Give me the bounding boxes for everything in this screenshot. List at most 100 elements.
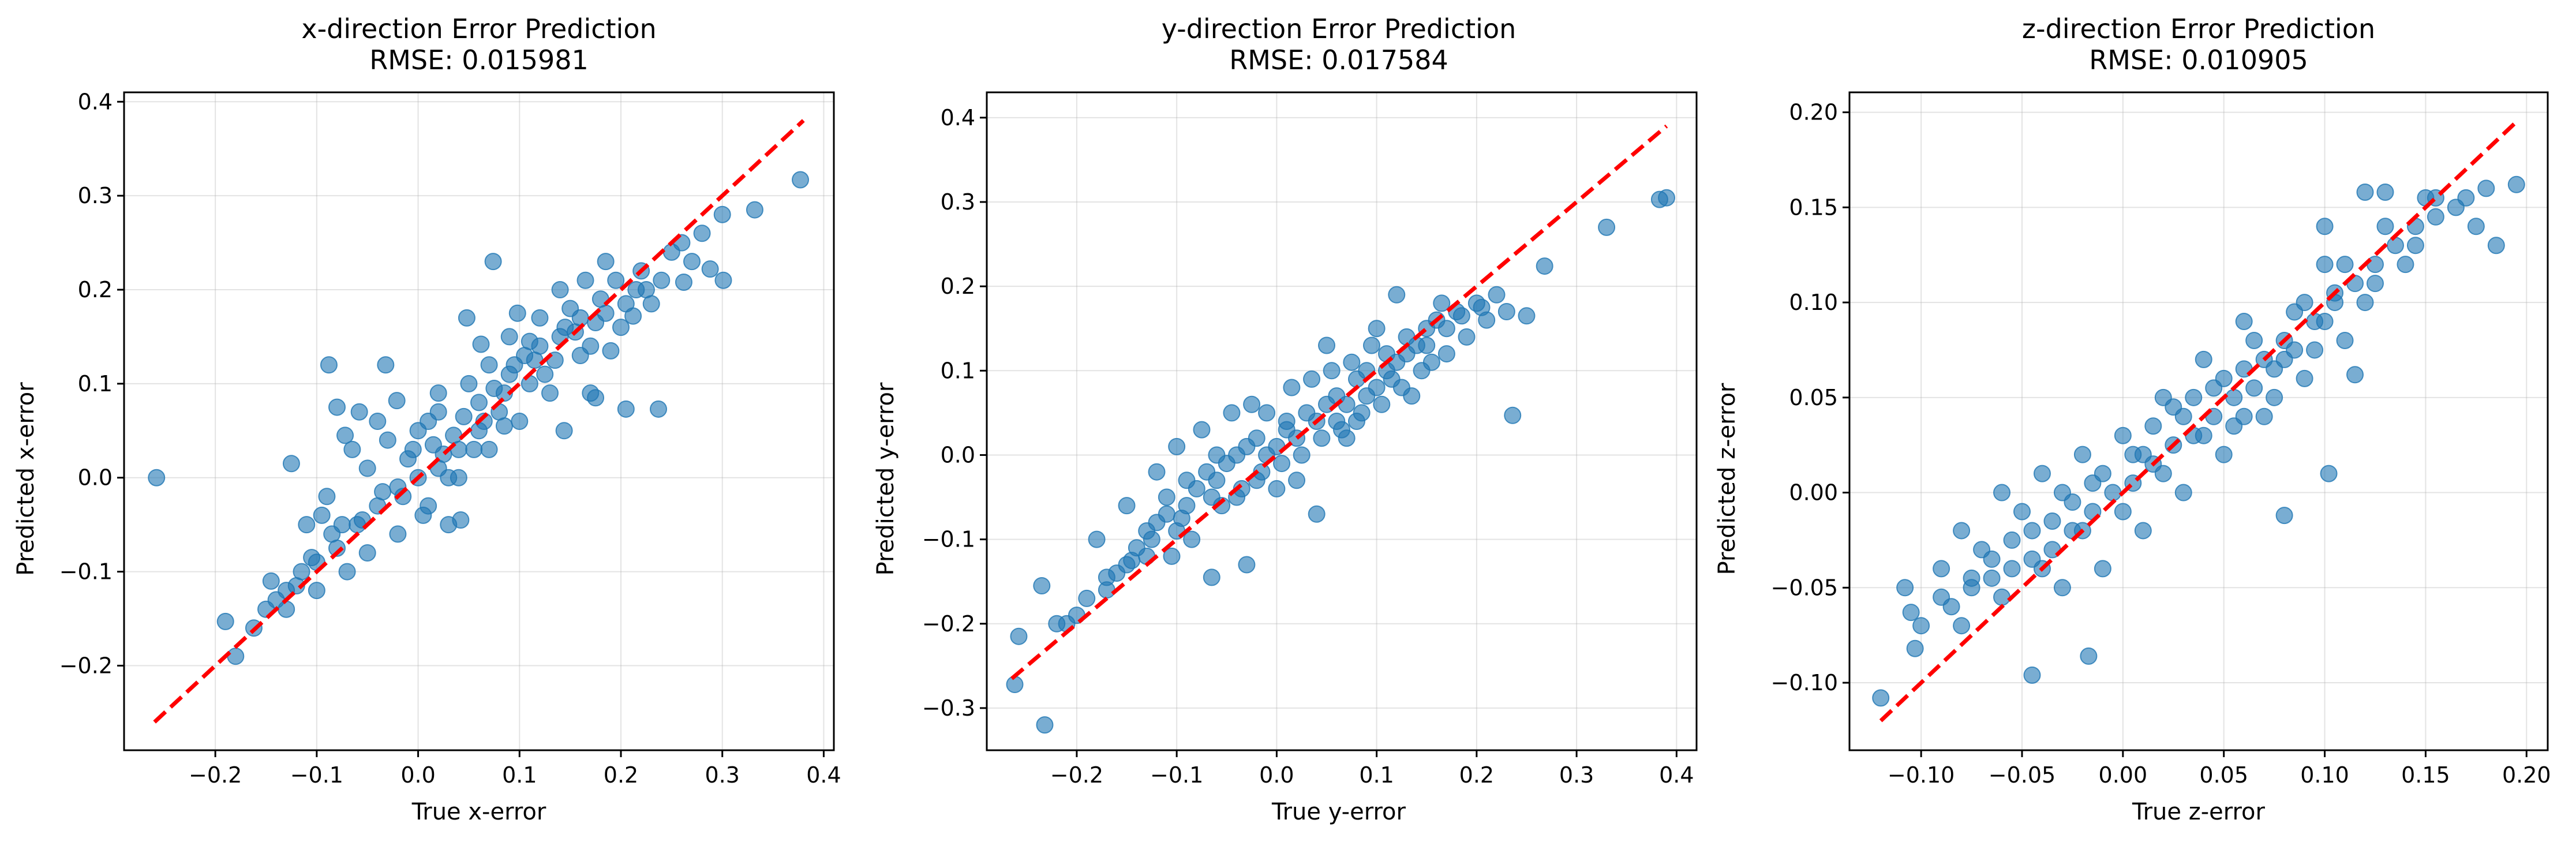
scatter-point xyxy=(1452,307,1470,325)
scatter-point xyxy=(420,413,437,430)
x-tick-label: 0.20 xyxy=(2502,762,2551,788)
scatter-point xyxy=(1168,437,1186,455)
scatter-point xyxy=(1273,455,1291,473)
reference-line xyxy=(1879,120,2518,723)
scatter-point xyxy=(576,271,594,289)
scatter-point xyxy=(2003,531,2021,549)
scatter-point xyxy=(792,171,810,189)
scatter-point xyxy=(1983,550,2001,568)
scatter-point xyxy=(582,384,600,402)
scatter-point xyxy=(1203,488,1220,506)
scatter-point xyxy=(541,384,559,402)
x-tick-label: 0.1 xyxy=(502,762,537,788)
scatter-point xyxy=(1293,446,1311,464)
scatter-point xyxy=(2356,183,2374,201)
x-tick-label: −0.10 xyxy=(1888,762,1955,788)
scatter-point xyxy=(617,400,635,418)
scatter-point xyxy=(323,525,341,543)
scatter-point xyxy=(303,549,321,567)
scatter-point xyxy=(1488,286,1506,304)
scatter-point xyxy=(2316,256,2334,274)
scatter-point xyxy=(414,506,432,524)
scatter-point xyxy=(1347,413,1365,430)
scatter-point xyxy=(1458,328,1476,346)
x-tick-label: 0.00 xyxy=(2099,762,2148,788)
chart-subtitle: RMSE: 0.015981 xyxy=(369,44,589,76)
scatter-point xyxy=(1158,488,1175,506)
x-tick-label: 0.3 xyxy=(1559,762,1594,788)
scatter-point xyxy=(2195,350,2212,368)
scatter-point xyxy=(1993,484,2011,502)
scatter-point xyxy=(653,271,671,289)
scatter-point xyxy=(1178,471,1196,489)
scatter-point xyxy=(2114,503,2132,521)
y-tick-label: −0.10 xyxy=(1771,670,1838,695)
scatter-point xyxy=(2215,446,2233,463)
scatter-point xyxy=(2266,388,2283,406)
scatter-point xyxy=(318,488,336,506)
scatter-point xyxy=(1658,189,1676,207)
scatter-point xyxy=(2144,417,2162,435)
scatter-point xyxy=(2064,493,2081,511)
x-tick-label: 0.0 xyxy=(1259,762,1294,788)
scatter-point xyxy=(1358,387,1376,405)
scatter-point xyxy=(1006,676,1024,693)
scatter-point xyxy=(2023,522,2041,540)
scatter-point xyxy=(612,319,630,336)
scatter-point xyxy=(1497,303,1515,320)
scatter-point xyxy=(1473,298,1491,316)
scatter-point xyxy=(2174,484,2192,502)
scatter-point xyxy=(2094,560,2111,578)
chart-title: y-direction Error Prediction xyxy=(1162,13,1517,44)
x-tick-label: 0.2 xyxy=(1459,762,1494,788)
scatter-point xyxy=(1338,429,1356,447)
scatter-point xyxy=(2225,388,2243,406)
scatter-point xyxy=(455,407,473,425)
scatter-point xyxy=(313,506,331,524)
y-tick-label: −0.05 xyxy=(1771,575,1838,600)
scatter-point xyxy=(500,328,518,346)
x-axis-label: True x-error xyxy=(411,799,546,825)
scatter-point xyxy=(1318,336,1336,354)
scatter-point xyxy=(1437,320,1455,338)
scatter-point xyxy=(2296,369,2313,387)
scatter-point xyxy=(480,440,498,458)
scatter-point xyxy=(2124,446,2142,463)
scatter-point xyxy=(531,337,549,355)
scatter-point xyxy=(358,544,376,562)
scatter-point xyxy=(1158,505,1175,523)
scatter-point xyxy=(2427,208,2444,226)
scatter-point xyxy=(1163,547,1181,565)
scatter-point xyxy=(531,309,549,327)
scatter-point xyxy=(1536,257,1553,275)
scatter-point xyxy=(1338,395,1356,413)
y-tick-label: 0.20 xyxy=(1789,100,1838,125)
scatter-point xyxy=(2406,237,2424,255)
scatter-point xyxy=(2376,218,2394,235)
scatter-point xyxy=(1173,510,1190,527)
scatter-point xyxy=(328,398,346,416)
scatter-point xyxy=(1308,505,1326,523)
scatter-point xyxy=(2336,256,2354,274)
scatter-point xyxy=(2235,313,2253,331)
y-tick-label: 0.4 xyxy=(941,105,975,130)
scatter-point xyxy=(1268,480,1286,497)
plot-area xyxy=(1849,92,2548,750)
scatter-point xyxy=(1906,639,1924,657)
scatter-point xyxy=(2316,313,2334,331)
scatter-point xyxy=(2386,237,2404,255)
scatter-point xyxy=(551,281,569,298)
scatter-point xyxy=(1098,581,1115,599)
scatter-point xyxy=(1108,564,1126,582)
x-tick-label: 0.2 xyxy=(604,762,638,788)
axes-frame xyxy=(123,91,835,751)
y-tick-label: 0.4 xyxy=(78,89,113,114)
scatter-point xyxy=(713,205,731,223)
scatter-point xyxy=(511,413,529,430)
scatter-point xyxy=(2477,179,2495,197)
chart-subtitle: RMSE: 0.010905 xyxy=(2089,44,2308,76)
x-tick-label: 0.4 xyxy=(1659,762,1694,788)
chart-title: x-direction Error Prediction xyxy=(301,13,656,44)
reference-line xyxy=(1010,124,1668,680)
scatter-point xyxy=(369,413,387,430)
